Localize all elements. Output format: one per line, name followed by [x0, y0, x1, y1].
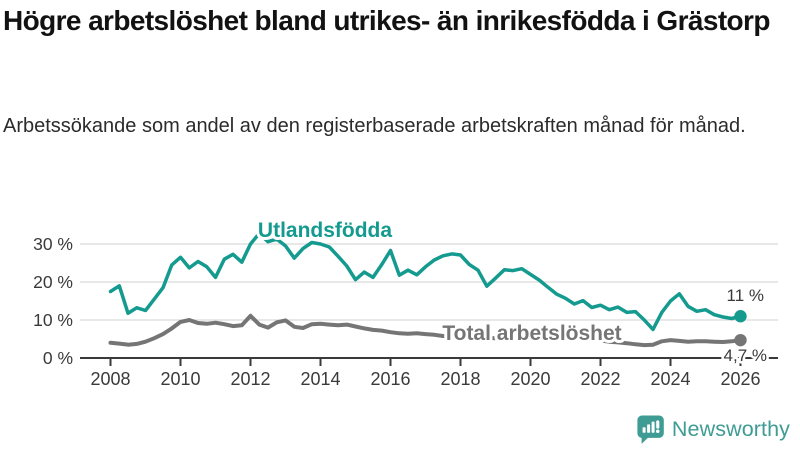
series-endpoint-dot	[734, 333, 747, 347]
x-axis-label: 2026	[720, 369, 760, 389]
x-axis-label: 2008	[90, 369, 130, 389]
exclamation-glyph	[655, 419, 660, 433]
x-axis-label: 2016	[370, 369, 410, 389]
series-line-total	[108, 313, 743, 348]
newsworthy-logo: Newsworthy	[636, 413, 790, 445]
y-axis-label: 30 %	[33, 234, 73, 254]
end-value-label-utlandsfodda: 11 %	[727, 286, 765, 305]
x-axis-label: 2020	[510, 369, 550, 389]
series-line-utlandsfodda	[108, 231, 743, 332]
y-axis-label: 20 %	[33, 272, 73, 292]
series-label-total: Total arbetslöshet	[442, 322, 621, 345]
series-endpoint-dot	[734, 310, 747, 323]
x-axis-label: 2010	[160, 369, 200, 389]
x-axis-label: 2012	[230, 369, 270, 389]
y-axis-label: 0 %	[43, 348, 73, 368]
end-value-label-total: 4,7 %	[724, 346, 767, 365]
x-axis-label: 2018	[440, 369, 480, 389]
x-axis-label: 2022	[580, 369, 620, 389]
y-axis-label: 10 %	[33, 310, 73, 330]
speech-bubble-shape	[637, 415, 664, 444]
x-axis-label: 2024	[650, 369, 690, 389]
newsworthy-logo-text: Newsworthy	[671, 416, 790, 441]
newsworthy-logo-icon	[637, 415, 664, 444]
line-chart: 0 % 10 % 20 % 30 % 2008 2010 2012 2014 2016 2018 2…	[33, 216, 778, 389]
page-subtitle: Arbetssökande som andel av den registerb…	[3, 115, 746, 137]
page-title: Högre arbetslöshet bland utrikes- än inr…	[3, 5, 770, 36]
bar-chart-glyph	[642, 421, 655, 433]
x-axis-label: 2014	[300, 369, 340, 389]
series-label-utlandsfodda: Utlandsfödda	[258, 219, 392, 242]
